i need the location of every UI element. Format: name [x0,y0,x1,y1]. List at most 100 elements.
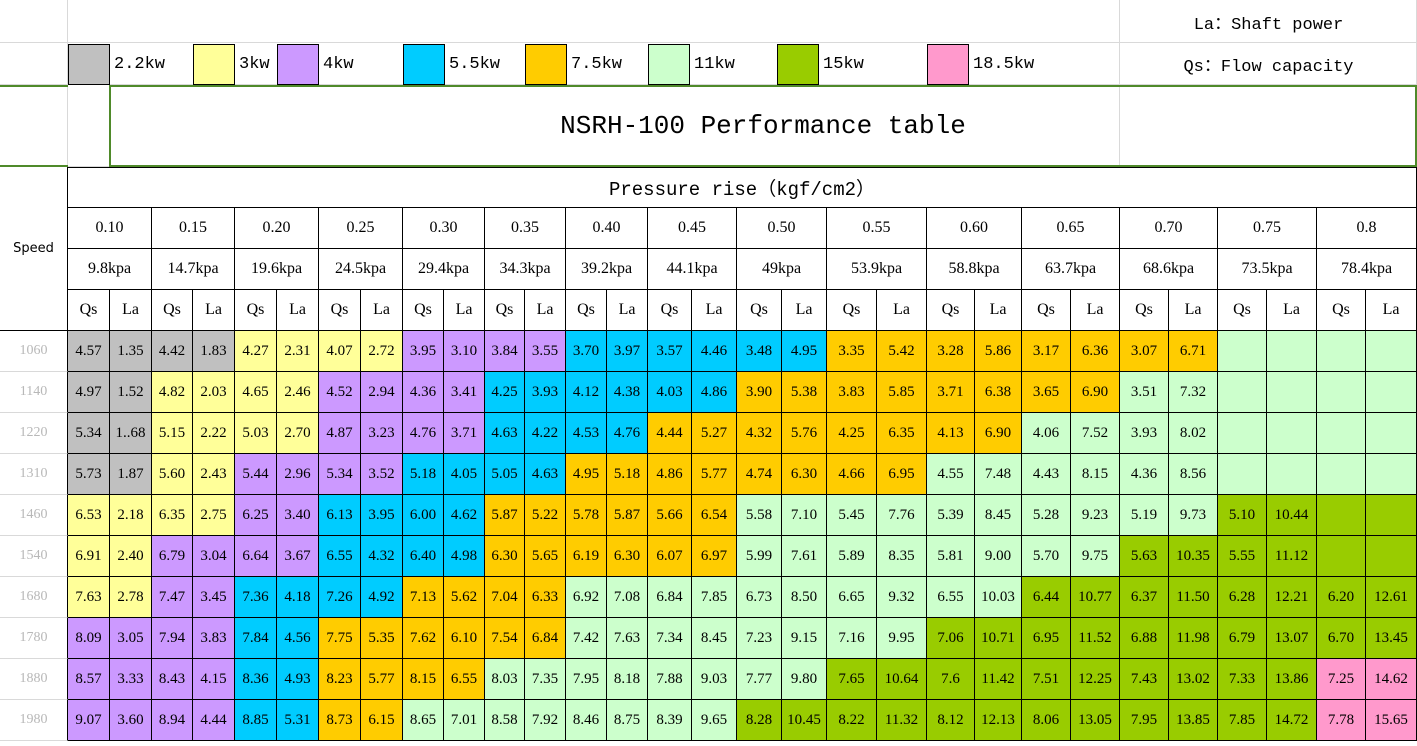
la-cell: 4.92 [361,577,403,618]
la-header: La [1169,290,1218,331]
la-cell: 3.33 [110,659,152,700]
qs-cell: 7.34 [648,618,692,659]
la-cell: 5.18 [607,454,648,495]
la-cell: 9.32 [877,577,927,618]
la-cell: 8.02 [1169,413,1218,454]
qs-cell: 7.88 [648,659,692,700]
qs-cell: 6.64 [235,536,277,577]
la-header: La [782,290,827,331]
qs-cell: 5.60 [152,454,193,495]
qs-cell [1317,372,1366,413]
qs-cell: 5.28 [1022,495,1071,536]
la-cell: 11.52 [1071,618,1120,659]
qs-cell: 8.06 [1022,700,1071,741]
la-header: La [525,290,566,331]
la-cell: 6.71 [1169,331,1218,372]
la-cell: 3.45 [193,577,235,618]
qs-cell: 4.52 [319,372,361,413]
la-cell: 13.07 [1267,618,1317,659]
la-cell: 13.05 [1071,700,1120,741]
qs-cell: 7.36 [235,577,277,618]
la-cell: 6.95 [877,454,927,495]
qs-cell: 7.63 [68,577,110,618]
la-header: La [193,290,235,331]
qs-cell: 7.94 [152,618,193,659]
qs-cell: 4.43 [1022,454,1071,495]
la-cell [1267,331,1317,372]
legend-label: 3kw [239,55,270,74]
qs-cell [1317,331,1366,372]
la-header: La [110,290,152,331]
qs-cell: 3.95 [403,331,444,372]
qs-cell: 4.87 [319,413,361,454]
la-cell: 7.61 [782,536,827,577]
qs-cell: 4.55 [927,454,975,495]
la-header: La [1071,290,1120,331]
qs-cell: 4.53 [566,413,607,454]
la-cell: 2.70 [277,413,319,454]
qs-cell: 6.28 [1218,577,1267,618]
la-cell: 7.01 [444,700,485,741]
qs-cell: 7.85 [1218,700,1267,741]
grid-cell [68,43,1120,85]
la-cell: 5.86 [975,331,1022,372]
qs-cell: 3.90 [737,372,782,413]
qs-cell: 4.32 [737,413,782,454]
la-cell: 10.77 [1071,577,1120,618]
la-cell [1366,495,1417,536]
qs-cell: 6.35 [152,495,193,536]
la-cell: 10.71 [975,618,1022,659]
la-cell: 3.95 [361,495,403,536]
qs-cell [1218,372,1267,413]
qs-cell [1317,536,1366,577]
qs-cell: 5.78 [566,495,607,536]
qs-cell: 8.73 [319,700,361,741]
qs-cell: 3.07 [1120,331,1169,372]
la-cell: 5.85 [877,372,927,413]
legend-label: 4kw [323,55,354,74]
la-cell: 13.85 [1169,700,1218,741]
la-cell: 3.41 [444,372,485,413]
qs-cell: 6.00 [403,495,444,536]
qs-cell: 8.85 [235,700,277,741]
la-cell: 5.35 [361,618,403,659]
qs-cell: 8.43 [152,659,193,700]
la-cell: 5.22 [525,495,566,536]
kgf-header: 0.45 [648,208,737,249]
qs-cell: 4.25 [485,372,525,413]
la-cell: 5.62 [444,577,485,618]
legend-swatch [403,44,445,85]
la-cell: 9.75 [1071,536,1120,577]
la-cell: 2.72 [361,331,403,372]
la-cell: 2.75 [193,495,235,536]
la-cell: 13.02 [1169,659,1218,700]
pressure-header: Pressure rise（kgf/cm2） [68,167,1417,208]
qs-cell: 6.73 [737,577,782,618]
la-cell: 3.83 [193,618,235,659]
la-cell: 3.67 [277,536,319,577]
la-header: La [877,290,927,331]
note: Qs：Flow capacity [1183,58,1354,77]
qs-cell: 6.25 [235,495,277,536]
speed-cell: 1680 [0,577,68,618]
qs-cell: 5.44 [235,454,277,495]
la-cell [1366,413,1417,454]
qs-cell: 7.06 [927,618,975,659]
la-cell: 1.35 [110,331,152,372]
qs-cell: 7.77 [737,659,782,700]
la-cell: 2.03 [193,372,235,413]
qs-cell: 6.55 [927,577,975,618]
qs-cell: 4.63 [485,413,525,454]
qs-cell: 5.70 [1022,536,1071,577]
speed-cell: 1880 [0,659,68,700]
qs-cell: 5.15 [152,413,193,454]
qs-cell: 6.65 [827,577,877,618]
la-cell: 7.32 [1169,372,1218,413]
la-cell: 9.73 [1169,495,1218,536]
qs-cell: 7.75 [319,618,361,659]
qs-cell: 6.37 [1120,577,1169,618]
la-cell: 6.30 [607,536,648,577]
la-cell: 9.23 [1071,495,1120,536]
qs-cell: 3.83 [827,372,877,413]
note: La：Shaft power [1193,15,1344,35]
